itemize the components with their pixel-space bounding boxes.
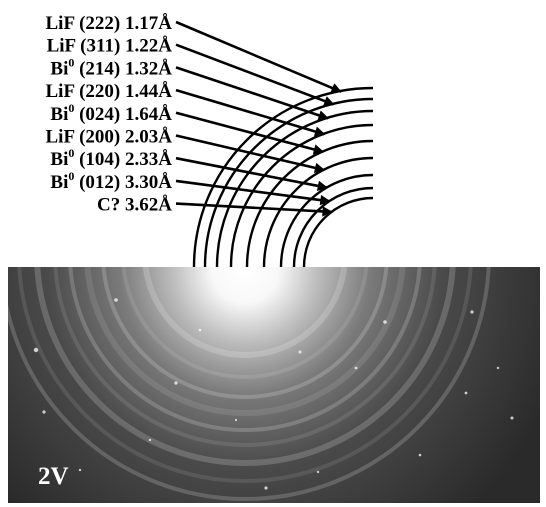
- label-arrow: [175, 202, 333, 217]
- diffraction-spot: [264, 486, 268, 490]
- diffraction-spot: [114, 298, 118, 302]
- ring-arc: [245, 139, 374, 268]
- ring-arc: [279, 173, 374, 268]
- label-arrow: [175, 43, 335, 106]
- label-arrow: [175, 88, 326, 137]
- diffraction-spot: [418, 453, 422, 457]
- label-arrow: [175, 20, 342, 93]
- ring-arc: [262, 156, 374, 268]
- diffraction-spot: [383, 320, 387, 324]
- diffraction-spot: [354, 366, 358, 370]
- reflection-label: Bi0 (024) 1.64Å: [50, 101, 172, 125]
- ring-arc: [302, 196, 374, 268]
- reflection-label: Bi0 (214) 1.32Å: [50, 55, 172, 79]
- label-arrow: [175, 156, 329, 192]
- diffraction-spot: [470, 310, 474, 314]
- diffraction-ring: [53, 267, 437, 447]
- reflection-label: LiF (200) 2.03Å: [46, 127, 173, 148]
- label-arrow: [175, 179, 331, 206]
- diffraction-ring: [142, 267, 348, 358]
- diffraction-ring: [101, 267, 389, 399]
- diffraction-spot: [496, 366, 500, 370]
- diffraction-spot: [298, 350, 302, 354]
- diffraction-pattern-image: 2V: [8, 267, 540, 503]
- diffraction-spot: [234, 418, 238, 422]
- reflection-label: Bi0 (104) 2.33Å: [50, 146, 172, 170]
- diffraction-spot: [316, 470, 320, 474]
- diffraction-spot: [198, 328, 202, 332]
- panel-label: 2V: [38, 463, 69, 490]
- diffraction-rings: [8, 267, 491, 501]
- diffraction-ring: [68, 267, 422, 432]
- diffraction-spot: [510, 416, 514, 420]
- ring-arc: [229, 123, 374, 268]
- diffraction-ring: [34, 267, 456, 466]
- ring-arc: [203, 97, 374, 268]
- diffraction-ring: [121, 267, 369, 379]
- diffraction-spot: [42, 410, 46, 414]
- reflection-label: LiF (222) 1.17Å: [46, 13, 173, 34]
- diffraction-spot: [148, 438, 152, 442]
- diffraction-ring: [84, 267, 406, 416]
- reflection-label: LiF (220) 1.44Å: [46, 81, 173, 102]
- diffraction-spot: [78, 468, 82, 472]
- diffraction-spot: [174, 381, 178, 385]
- diffraction-spot: [464, 391, 468, 395]
- reflection-label: LiF (311) 1.22Å: [47, 36, 173, 57]
- label-arrow: [175, 134, 326, 173]
- diffraction-ring: [17, 267, 473, 483]
- diffraction-ring: [8, 267, 491, 501]
- reflection-label: C? 3.62Å: [97, 195, 172, 216]
- diffraction-spots: [33, 298, 514, 490]
- label-arrow: [175, 111, 325, 155]
- reflection-label: Bi0 (012) 3.30Å: [50, 169, 172, 193]
- label-arrow: [175, 66, 329, 121]
- diffraction-spot: [33, 347, 39, 353]
